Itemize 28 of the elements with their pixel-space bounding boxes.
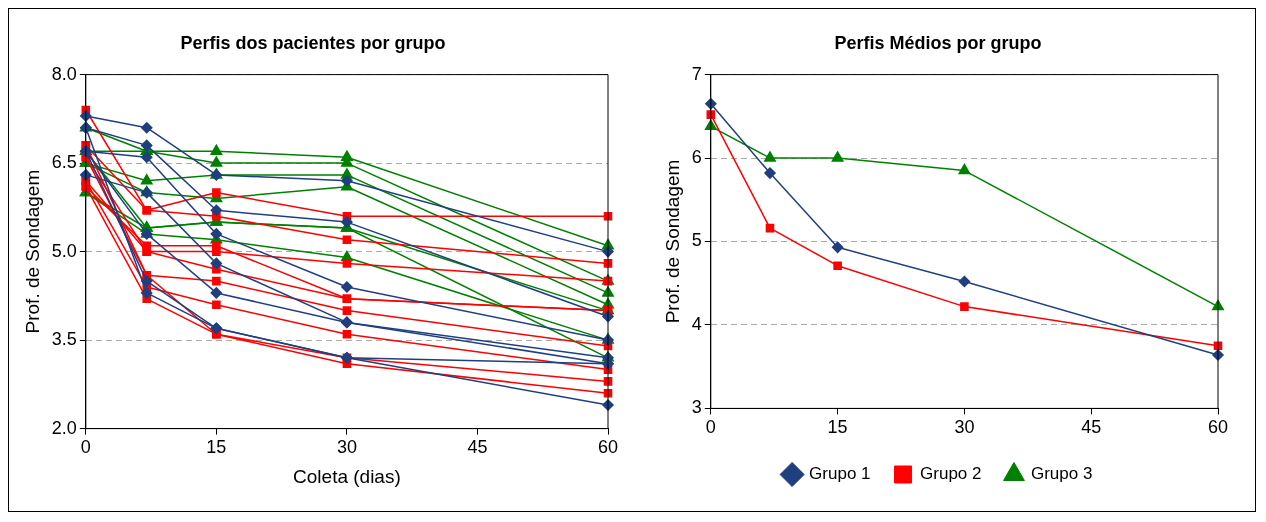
chart-title: Perfis Médios por grupo [834,32,1042,53]
y-tick-label: 3 [691,397,702,418]
x-tick-label: 15 [206,437,227,458]
legend-label: Grupo 1 [809,464,871,484]
y-tick-label: 8.0 [51,63,77,84]
y-axis-title: Prof. de Sondagem [661,159,683,324]
y-tick-label: 5 [691,230,702,251]
y-tick-label: 2.0 [51,417,77,438]
y-tick-label: 6 [691,147,702,168]
x-tick-label: 30 [336,437,357,458]
x-tick-label: 0 [80,437,91,458]
x-tick-label: 60 [597,437,619,458]
y-tick-label: 3.5 [51,329,77,350]
y-tick-label: 7 [691,63,702,84]
x-axis-title: Coleta (dias) [293,465,401,487]
legend-label: Grupo 3 [1030,464,1093,484]
y-tick-label: 6.5 [51,152,77,173]
y-axis-title: Prof. de Sondagem [21,169,43,334]
y-tick-label: 4 [691,313,702,334]
legend-label: Grupo 2 [920,464,982,484]
x-tick-label: 0 [705,417,716,438]
x-tick-label: 60 [1207,417,1229,438]
chart-title: Perfis dos pacientes por grupo [180,32,446,53]
y-tick-label: 5.0 [51,240,77,261]
x-tick-label: 45 [467,437,488,458]
x-tick-label: 45 [1081,417,1102,438]
x-tick-label: 15 [827,417,848,438]
x-tick-label: 30 [954,417,975,438]
